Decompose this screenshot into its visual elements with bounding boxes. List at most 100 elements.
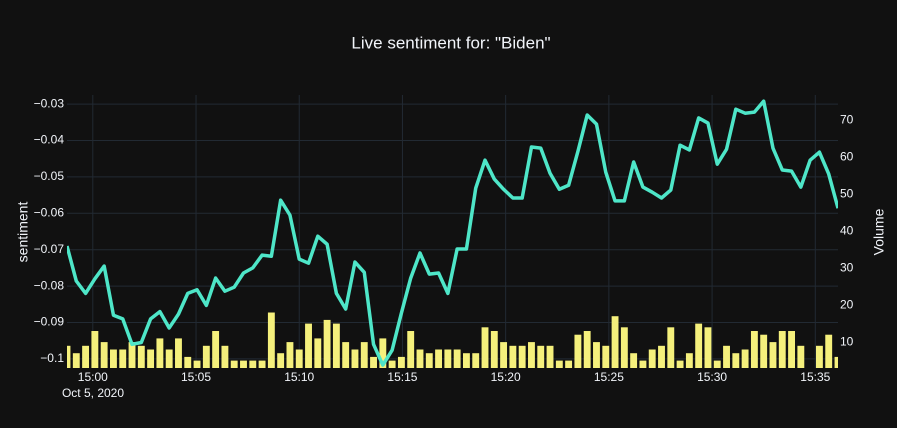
x-tick-label: 15:25 (594, 370, 624, 384)
bar (490, 331, 498, 368)
bar (72, 353, 80, 368)
bar (565, 360, 573, 368)
bar (704, 327, 712, 368)
y-tick-label: −0.06 (34, 205, 65, 219)
line (67, 99, 838, 367)
bar (797, 345, 805, 368)
y-axis-title: sentiment (15, 202, 31, 263)
bar (769, 342, 777, 368)
bar (360, 342, 368, 368)
bar (546, 345, 554, 368)
bar (778, 331, 786, 368)
plot-area (67, 99, 838, 368)
y2-tick-label: 10 (840, 334, 854, 348)
bar (184, 356, 192, 368)
bar (481, 327, 489, 368)
bar (305, 323, 312, 368)
y2-tick-label: 50 (840, 186, 854, 200)
x-tick-label: 15:00 (78, 370, 108, 384)
bar (713, 360, 721, 368)
bar (555, 360, 563, 368)
bar (286, 342, 294, 368)
y-tick-label: −0.09 (34, 315, 65, 329)
x-tick-label: 15:10 (284, 370, 314, 384)
bar (397, 356, 405, 368)
bar (815, 345, 823, 368)
y2-tick-label: 70 (840, 112, 854, 126)
bar (407, 331, 415, 368)
y2-tick-label: 20 (840, 297, 854, 311)
x-tick-label: 15:20 (491, 370, 521, 384)
y-tick-label: −0.04 (34, 133, 65, 147)
bar (574, 334, 582, 368)
y-tick-label: −0.07 (34, 242, 65, 256)
grid (67, 95, 838, 368)
bar (91, 331, 99, 368)
bar (193, 360, 201, 368)
bar (175, 338, 182, 368)
bar (202, 345, 210, 368)
bar (639, 360, 647, 368)
bar (825, 334, 833, 368)
bar (314, 338, 322, 368)
bar (453, 349, 461, 368)
bar (67, 345, 71, 368)
bar (685, 353, 693, 368)
bar (648, 349, 656, 368)
bar (230, 360, 238, 368)
bar (379, 338, 387, 368)
bar (723, 345, 730, 368)
bar (695, 323, 703, 368)
y-tick-label: −0.03 (34, 96, 65, 110)
bar (509, 345, 517, 368)
bar (602, 345, 610, 368)
y2-tick-label: 40 (840, 223, 854, 237)
bar (100, 342, 108, 368)
x-tick-label: 15:05 (181, 370, 211, 384)
bar (750, 331, 758, 368)
bar (593, 342, 600, 368)
tick-labels: −0.1 −0.09 −0.08 −0.07 −0.06 −0.05 −0.04 −0.03 1… (34, 96, 854, 384)
y-tick-label: −0.08 (34, 278, 65, 292)
x-tick-label: 15:15 (387, 370, 417, 384)
y2-tick-label: 60 (840, 149, 854, 163)
x-tick-label: 15:30 (697, 370, 727, 384)
bar (388, 360, 396, 368)
bar (667, 327, 675, 368)
y2-axis-title: Volume (871, 208, 887, 255)
bar (221, 345, 229, 368)
bar (323, 319, 331, 368)
bar (156, 338, 164, 368)
bar (370, 356, 377, 368)
bar (462, 353, 470, 368)
bar (128, 342, 136, 368)
bar (658, 345, 665, 368)
bar (834, 356, 838, 368)
bar (110, 349, 117, 368)
bar (518, 345, 526, 368)
bar (165, 349, 173, 368)
chart-title: Live sentiment for: "Biden" (351, 33, 550, 52)
bar (240, 360, 247, 368)
bar (760, 334, 768, 368)
y2-tick-label: 30 (840, 260, 854, 274)
bar (741, 349, 749, 368)
bar (611, 316, 619, 368)
bar (676, 360, 684, 368)
bar (332, 323, 340, 368)
y-tick-label: −0.05 (34, 169, 65, 183)
bar (435, 349, 443, 368)
bar (630, 353, 638, 368)
bar (351, 349, 359, 368)
bar (583, 331, 591, 368)
x-tick-label: 15:35 (800, 370, 830, 384)
bar (444, 349, 452, 368)
bar (342, 342, 350, 368)
x-date-label: Oct 5, 2020 (62, 386, 124, 400)
bar (500, 342, 508, 368)
bar (528, 342, 535, 368)
bar (788, 331, 795, 368)
bar (82, 345, 90, 368)
bar (472, 353, 480, 368)
bar (277, 353, 285, 368)
